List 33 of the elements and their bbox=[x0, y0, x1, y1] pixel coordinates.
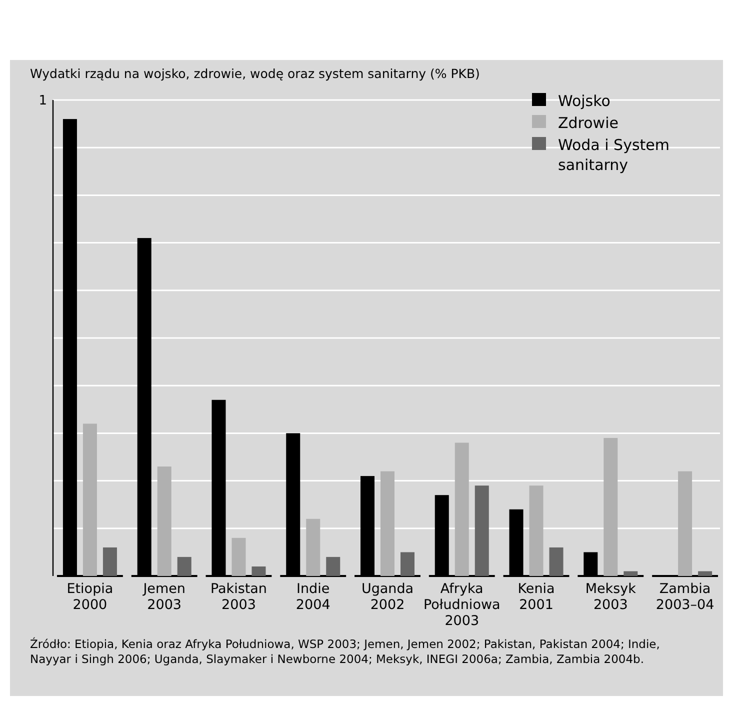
bar bbox=[380, 471, 394, 576]
chart-title: Wydatki rządu na wojsko, zdrowie, wodę oraz system sanitarny (% PKB) bbox=[30, 66, 480, 81]
x-tick-label: Indie 2004 bbox=[296, 581, 330, 613]
bar bbox=[624, 571, 638, 576]
bar bbox=[157, 466, 172, 576]
bar bbox=[454, 442, 469, 576]
y-tick-label: 1 bbox=[38, 94, 47, 108]
bar bbox=[529, 486, 544, 576]
x-tick-label: Meksyk 2003 bbox=[585, 581, 636, 613]
bar bbox=[177, 556, 192, 576]
bar bbox=[306, 518, 320, 576]
bar bbox=[326, 556, 340, 576]
legend-label: Zdrowie bbox=[558, 114, 618, 132]
legend-label: Woda i System sanitarny bbox=[558, 136, 670, 174]
bar bbox=[252, 566, 266, 576]
x-tick-label: Pakistan 2003 bbox=[210, 581, 267, 613]
x-tick-label: Etiopia 2000 bbox=[66, 581, 114, 613]
x-tick-label: Kenia 2001 bbox=[518, 581, 555, 613]
text: Źródło: Etiopia, Kenia oraz Afryka Południowa, WSP 2003; Jemen, Jemen 2002; Pakistan, Pakistan 2004; Indie, Nayyar i Singh 2006; Uganda, Slaymaker i Newborne 2004; Meksyk, INEGI 2006a; Zambia, Zambia 2004b. bbox=[30, 637, 660, 666]
legend-label: Wojsko bbox=[558, 92, 610, 110]
bar bbox=[102, 547, 117, 576]
bar bbox=[678, 471, 692, 576]
x-tick-label: Uganda 2002 bbox=[361, 581, 414, 613]
bar bbox=[232, 538, 246, 576]
x-tick-label: Zambia 2003–04 bbox=[656, 581, 714, 613]
bar bbox=[604, 438, 618, 576]
x-tick-label: Jemen 2003 bbox=[142, 581, 186, 613]
bar bbox=[400, 552, 414, 576]
x-tick-label: Afryka Południowa 2003 bbox=[424, 581, 500, 629]
bar bbox=[549, 547, 564, 576]
bar bbox=[474, 486, 489, 576]
bar bbox=[698, 571, 712, 576]
bar bbox=[82, 424, 97, 576]
